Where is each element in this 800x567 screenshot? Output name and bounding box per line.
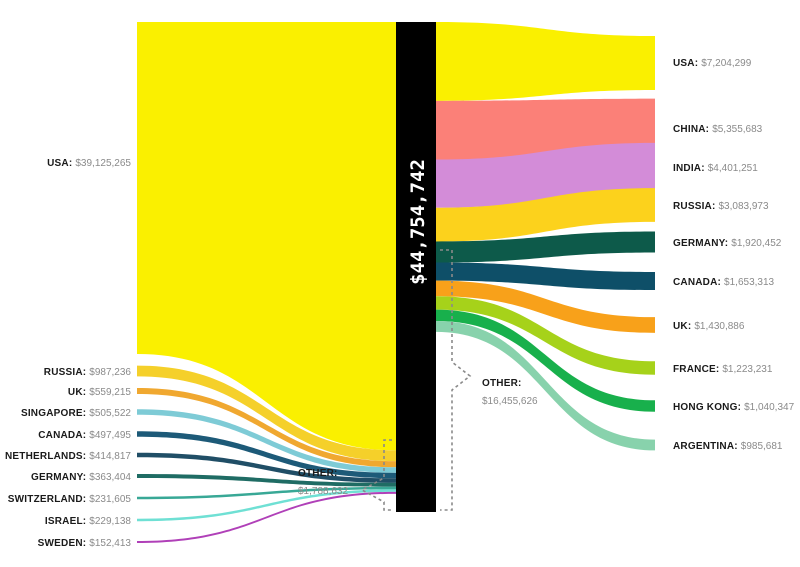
left-flows (137, 22, 396, 543)
flow-right-usa (436, 22, 655, 101)
flow-right-china (436, 98, 655, 160)
left-label-uk: UK: $559,215 (68, 387, 132, 398)
right-other-name: OTHER: (482, 378, 522, 389)
flow-left-singapore (137, 409, 396, 473)
flow-right-uk (436, 280, 655, 333)
flow-left-switzerland (137, 486, 396, 500)
right-labels: USA: $7,204,299 CHINA: $5,355,683 INDIA: $… (673, 58, 795, 452)
left-labels: USA: $39,125,265 RUSSIA: $987,236 UK: $559… (5, 158, 131, 549)
flow-right-hongkong (436, 309, 655, 412)
flow-left-netherlands (137, 452, 396, 483)
right-other-bracket (440, 249, 472, 511)
right-label-argentina: ARGENTINA: $985,681 (673, 441, 783, 452)
right-label-germany: GERMANY: $1,920,452 (673, 238, 782, 249)
flow-right-russia (436, 188, 655, 242)
right-label-russia: RUSSIA: $3,083,973 (673, 201, 769, 212)
flow-right-canada (436, 262, 655, 291)
right-label-india: INDIA: $4,401,251 (673, 163, 758, 174)
right-label-france: FRANCE: $1,223,231 (673, 364, 773, 375)
right-label-usa: USA: $7,204,299 (673, 58, 752, 69)
flow-left-usa (137, 22, 396, 451)
right-label-hongkong: HONG KONG: $1,040,347 (673, 402, 795, 413)
left-label-netherlands: NETHERLANDS: $414,817 (5, 451, 131, 462)
flow-right-france (436, 296, 655, 375)
right-flows (436, 22, 655, 451)
flow-left-israel (137, 489, 396, 522)
left-other-value: $1,788,632 (298, 486, 348, 497)
total-label: $44,754,742 (407, 159, 429, 285)
flow-right-argentina (436, 321, 655, 451)
left-label-singapore: SINGAPORE: $505,522 (21, 408, 131, 419)
right-other-value: $16,455,626 (482, 396, 538, 407)
left-label-canada: CANADA: $497,495 (38, 430, 131, 441)
total-bar (396, 22, 436, 512)
left-label-germany: GERMANY: $363,404 (31, 472, 131, 483)
flow-left-germany (137, 474, 396, 487)
flow-left-canada (137, 431, 396, 479)
left-label-usa: USA: $39,125,265 (47, 158, 131, 169)
left-other-bracket (360, 439, 392, 511)
left-label-switzerland: SWITZERLAND: $231,605 (8, 494, 132, 505)
right-label-uk: UK: $1,430,886 (673, 321, 745, 332)
right-label-china: CHINA: $5,355,683 (673, 124, 763, 135)
left-label-israel: ISRAEL: $229,138 (45, 516, 132, 527)
flow-left-uk (137, 387, 396, 468)
left-other-name: OTHER: (298, 468, 338, 479)
left-label-russia: RUSSIA: $987,236 (44, 367, 132, 378)
flow-right-germany (436, 231, 655, 263)
right-label-canada: CANADA: $1,653,313 (673, 277, 775, 288)
left-label-sweden: SWEDEN: $152,413 (38, 538, 132, 549)
flow-left-russia (137, 365, 396, 462)
flow-left-sweden (137, 491, 396, 543)
